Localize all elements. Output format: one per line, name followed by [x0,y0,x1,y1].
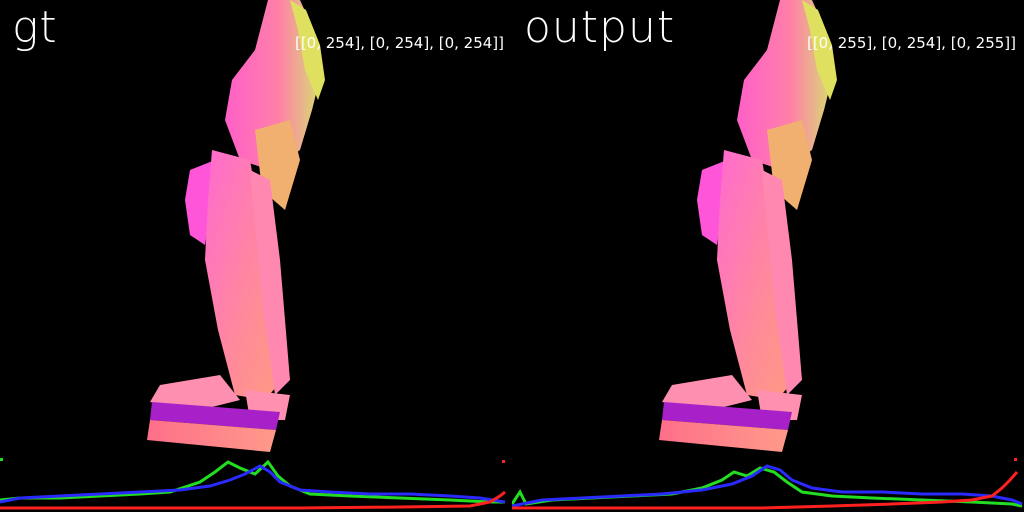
rgb-histogram [0,458,506,510]
panel-title: gt [12,2,58,53]
normal-map-statue-image [659,0,837,452]
rgb-histogram [512,458,1023,510]
green-spike-mark [0,458,3,461]
channel-range-label: [[0, 255], [0, 254], [0, 255]] [806,34,1016,52]
blue-histogram-line [512,464,1023,508]
blue-histogram-line [0,464,506,504]
output-panel: output [[0, 255], [0, 254], [0, 255]] [512,0,1024,512]
red-histogram-line [0,490,506,510]
red-histogram-line [512,471,1019,510]
normal-map-statue-image [147,0,325,452]
panel-title: output [524,2,676,53]
channel-range-label: [[0, 254], [0, 254], [0, 254]] [294,34,504,52]
red-spike-mark [502,460,505,463]
gt-panel: gt [[0, 254], [0, 254], [0, 254]] [0,0,506,510]
red-spike-mark [1014,458,1017,461]
